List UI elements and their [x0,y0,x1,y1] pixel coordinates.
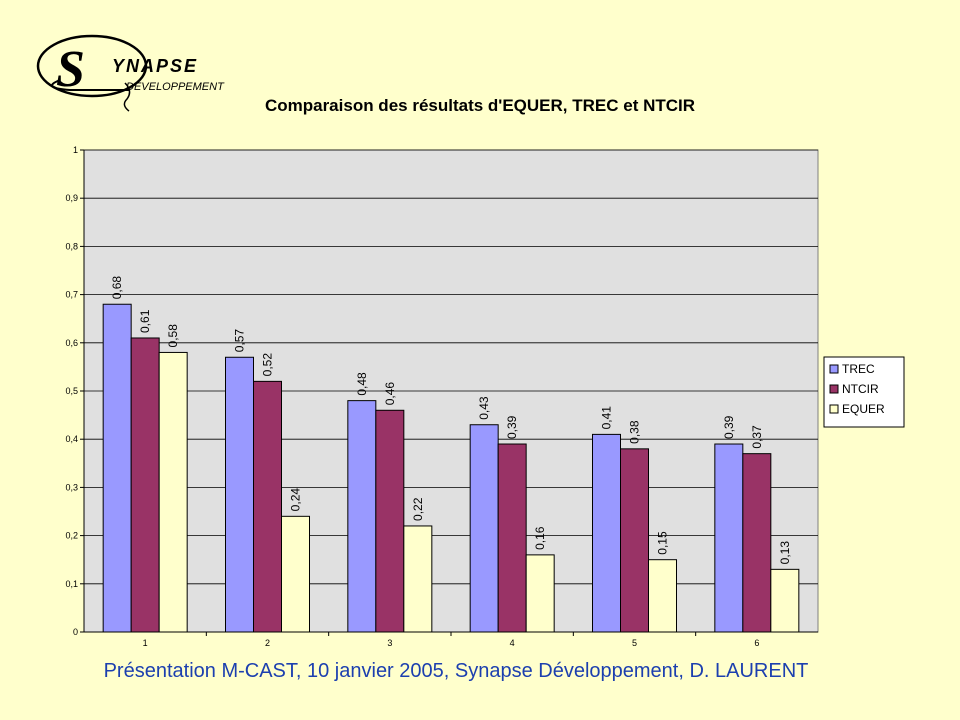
bar-trec [714,443,744,633]
data-label: 0,38 [628,420,642,444]
legend-label-trec: TREC [842,362,875,376]
bar-ntcir [253,380,282,633]
bar-equer [403,525,433,633]
bar-ntcir [130,337,160,633]
y-tick-label: 1 [73,145,78,155]
legend-swatch-equer [829,404,839,414]
legend-label-ntcir: NTCIR [842,382,879,396]
x-tick-label: 4 [510,638,515,648]
logo-wordmark: YNAPSE [112,56,198,76]
bar-trec [225,356,254,633]
y-tick-label: 0,5 [65,386,78,396]
legend-swatch-trec [829,364,839,374]
x-tick-label: 6 [754,638,759,648]
y-tick-label: 0,8 [65,241,78,251]
y-tick-label: 0,7 [65,290,78,300]
data-label: 0,48 [355,372,369,396]
x-tick-label: 2 [265,638,270,648]
bar-ntcir [742,453,772,633]
y-tick-label: 0,9 [65,193,78,203]
x-tick-label: 5 [632,638,637,648]
data-label: 0,68 [110,276,124,300]
footer-caption: Présentation M-CAST, 10 janvier 2005, Sy… [103,660,809,682]
bar-equer [158,351,188,633]
data-label: 0,24 [289,488,303,512]
data-label: 0,57 [233,329,247,353]
data-label: 0,41 [600,406,614,430]
logo-subtitle: DEVELOPPEMENT [126,81,225,93]
legend-swatch-ntcir [829,384,839,394]
y-tick-label: 0,4 [65,434,78,444]
data-label: 0,58 [166,324,180,348]
bar-trec [592,433,621,633]
bar-ntcir [497,443,527,633]
data-label: 0,13 [778,541,792,565]
bar-equer [281,515,310,633]
data-label: 0,61 [138,309,152,333]
bar-trec [347,400,377,633]
y-tick-label: 0,2 [65,531,78,541]
data-label: 0,52 [261,353,275,377]
logo-s-letter: S [56,41,85,98]
x-tick-label: 3 [387,638,392,648]
data-label: 0,43 [477,396,491,420]
data-label: 0,39 [722,415,736,439]
data-label: 0,46 [383,382,397,406]
y-tick-label: 0,3 [65,482,78,492]
synapse-logo: S YNAPSE DEVELOPPEMENT [36,34,225,112]
bar-ntcir [375,409,405,633]
chart-title: Comparaison des résultats d'EQUER, TREC … [264,96,696,115]
data-label: 0,37 [750,425,764,449]
bar-equer [648,559,677,633]
bar-trec [469,424,499,633]
y-tick-label: 0,6 [65,338,78,348]
y-tick-label: 0,1 [65,579,78,589]
y-tick-label: 0 [73,627,78,637]
x-tick-label: 1 [143,638,148,648]
bar-equer [525,554,555,633]
data-label: 0,15 [656,531,670,555]
bar-equer [770,568,800,633]
data-label: 0,22 [411,497,425,521]
data-label: 0,16 [533,526,547,550]
bar-trec [102,303,132,633]
data-label: 0,39 [505,415,519,439]
legend-label-equer: EQUER [842,402,885,416]
bar-ntcir [620,448,649,633]
